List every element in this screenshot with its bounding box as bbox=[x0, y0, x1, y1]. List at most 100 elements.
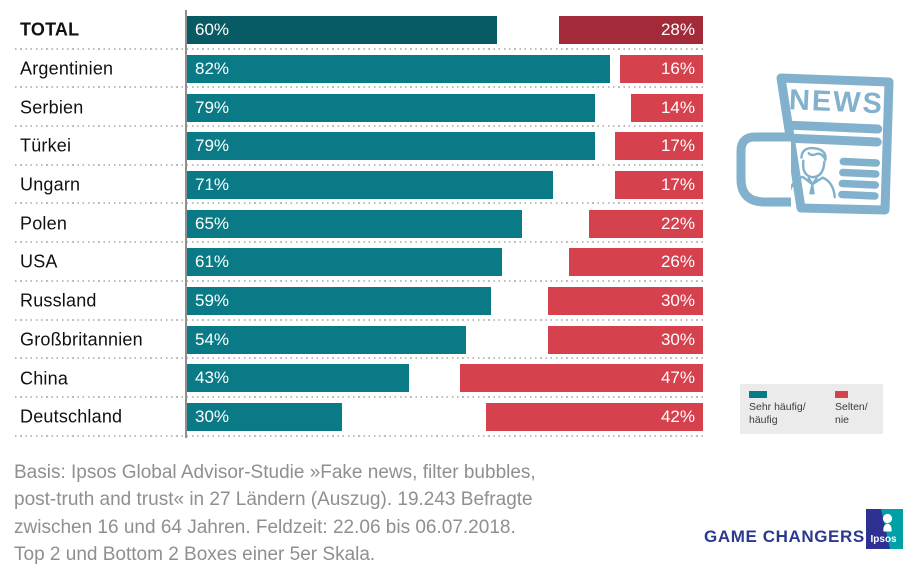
bar-rarely: 42% bbox=[486, 403, 703, 432]
bar-value-label: 17% bbox=[660, 136, 695, 156]
bar-value-label: 30% bbox=[660, 291, 695, 311]
source-line: zwischen 16 und 64 Jahren. Feldzeit: 22.… bbox=[14, 516, 516, 538]
bar-value-label: 79% bbox=[195, 136, 230, 156]
bar-frequent: 30% bbox=[187, 403, 342, 432]
chart-row: Türkei 79% 17% bbox=[15, 127, 703, 166]
bar-value-label: 43% bbox=[195, 368, 230, 388]
bar-frequent: 43% bbox=[187, 364, 409, 393]
country-label: USA bbox=[20, 251, 58, 272]
bar-value-label: 30% bbox=[195, 407, 230, 427]
bar-track: 79% 17% bbox=[187, 132, 703, 161]
bar-value-label: 42% bbox=[660, 407, 695, 427]
bar-track: 43% 47% bbox=[187, 364, 703, 393]
chart-row: Russland 59% 30% bbox=[15, 282, 703, 321]
bar-track: 30% 42% bbox=[187, 403, 703, 432]
bar-rarely: 47% bbox=[460, 364, 703, 393]
logo-wordmark: Ipsos bbox=[871, 534, 898, 545]
bar-frequent: 61% bbox=[187, 248, 502, 277]
row-separator bbox=[15, 279, 703, 282]
chart-row: Ungarn 71% 17% bbox=[15, 166, 703, 205]
legend-label-frequent-2: häufig bbox=[749, 414, 778, 426]
source-line: Top 2 und Bottom 2 Boxes einer 5er Skala… bbox=[14, 544, 376, 566]
bar-rarely: 17% bbox=[615, 171, 703, 200]
ipsos-logo: Ipsos bbox=[866, 509, 903, 549]
row-separator bbox=[15, 202, 703, 205]
bar-frequent: 82% bbox=[187, 54, 611, 83]
bar-value-label: 16% bbox=[660, 58, 695, 78]
bar-value-label: 22% bbox=[660, 213, 695, 233]
row-separator bbox=[15, 163, 703, 166]
bar-value-label: 82% bbox=[195, 58, 230, 78]
country-label: China bbox=[20, 368, 69, 389]
country-label: Polen bbox=[20, 213, 68, 234]
bar-rarely: 30% bbox=[548, 325, 703, 354]
bar-frequent: 60% bbox=[187, 16, 497, 45]
bar-rarely: 28% bbox=[558, 16, 703, 45]
country-label: Ungarn bbox=[20, 174, 81, 195]
logo-figure-head bbox=[882, 513, 893, 524]
bar-value-label: 30% bbox=[660, 329, 695, 349]
legend-swatch-rare bbox=[835, 391, 848, 398]
axis-line bbox=[185, 10, 187, 438]
bar-value-label: 59% bbox=[195, 291, 230, 311]
bar-rarely: 16% bbox=[620, 54, 703, 83]
bar-track: 71% 17% bbox=[187, 171, 703, 200]
row-separator bbox=[15, 357, 703, 360]
source-line: post-truth and trust« in 27 Ländern (Aus… bbox=[14, 489, 533, 511]
newspaper-headline: NEWS bbox=[788, 84, 884, 120]
bar-track: 54% 30% bbox=[187, 325, 703, 354]
country-label: TOTAL bbox=[20, 19, 80, 40]
legend-label-frequent: Sehr häufig/ bbox=[749, 401, 806, 413]
chart-rows: TOTAL 60% 28% Argentinien 82% 16% Serbien 79% 14… bbox=[15, 11, 703, 437]
bar-track: 79% 14% bbox=[187, 93, 703, 122]
bar-frequent: 79% bbox=[187, 93, 595, 122]
country-label: Argentinien bbox=[20, 58, 114, 79]
bar-track: 60% 28% bbox=[187, 16, 703, 45]
article-lines bbox=[838, 157, 881, 200]
bar-rarely: 30% bbox=[548, 287, 703, 316]
legend-item-rare: Selten/ nie bbox=[835, 391, 868, 434]
legend: Sehr häufig/ häufig Selten/ nie bbox=[740, 384, 883, 434]
bar-value-label: 47% bbox=[660, 368, 695, 388]
chart-row: Serbien 79% 14% bbox=[15, 88, 703, 128]
legend-label-rare: Selten/ bbox=[835, 401, 868, 413]
bar-frequent: 79% bbox=[187, 132, 595, 161]
bar-rarely: 14% bbox=[630, 93, 703, 122]
bar-value-label: 71% bbox=[195, 175, 230, 195]
row-separator bbox=[15, 395, 703, 398]
row-separator bbox=[15, 241, 703, 244]
row-separator bbox=[15, 86, 703, 89]
portrait-icon bbox=[787, 146, 836, 199]
row-separator bbox=[15, 47, 703, 50]
chart-row: USA 61% 26% bbox=[15, 243, 703, 282]
row-separator bbox=[15, 318, 703, 321]
source-line: Basis: Ipsos Global Advisor-Studie »Fake… bbox=[14, 462, 536, 483]
country-label: Türkei bbox=[20, 135, 72, 156]
source-note: Basis: Ipsos Global Advisor-Studie »Fake… bbox=[14, 459, 536, 569]
country-label: Serbien bbox=[20, 97, 84, 118]
bar-frequent: 65% bbox=[187, 209, 523, 238]
newspaper-roll bbox=[736, 132, 791, 207]
bar-frequent: 54% bbox=[187, 325, 466, 354]
chart-row: Argentinien 82% 16% bbox=[15, 50, 703, 89]
chart-row: Polen 65% 22% bbox=[15, 204, 703, 244]
bar-track: 61% 26% bbox=[187, 248, 703, 277]
bar-rarely: 17% bbox=[615, 132, 703, 161]
row-separator bbox=[15, 434, 703, 437]
row-separator bbox=[15, 125, 703, 128]
chart-row: China 43% 47% bbox=[15, 359, 703, 398]
chart-row: Deutschland 30% 42% bbox=[15, 398, 703, 437]
chart-row: TOTAL 60% 28% bbox=[15, 11, 703, 50]
bar-rarely: 26% bbox=[568, 248, 703, 277]
legend-swatch-frequent bbox=[749, 391, 767, 398]
bar-track: 65% 22% bbox=[187, 209, 703, 238]
country-label: Großbritannien bbox=[20, 329, 143, 350]
bar-value-label: 54% bbox=[195, 329, 230, 349]
bar-value-label: 60% bbox=[195, 20, 230, 40]
game-changers-tagline: GAME CHANGERS bbox=[704, 527, 865, 546]
bar-rarely: 22% bbox=[589, 209, 703, 238]
bar-track: 59% 30% bbox=[187, 287, 703, 316]
bar-value-label: 79% bbox=[195, 97, 230, 117]
newspaper-icon: NEWS bbox=[736, 73, 894, 215]
